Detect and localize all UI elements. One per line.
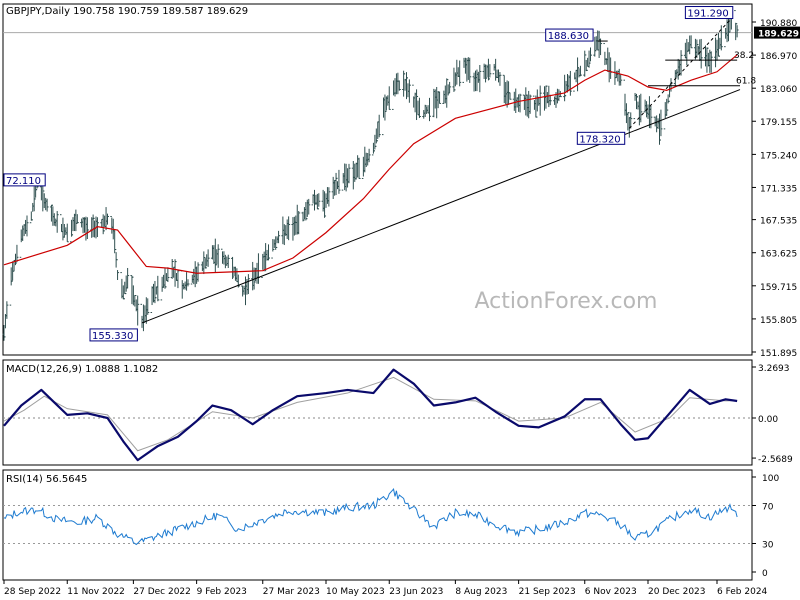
x-tick-label: 27 Mar 2023: [263, 587, 320, 597]
panel-frames: [2, 3, 753, 581]
rsi-panel: [3, 487, 752, 546]
rsi-y-tick-label: 70: [762, 503, 774, 513]
price-y-tick-label: 179.155: [760, 118, 797, 128]
x-tick-label: 20 Dec 2023: [648, 587, 706, 597]
level-label: 191.290: [687, 9, 728, 20]
macd-frame: [2, 359, 753, 466]
level-label: 178.320: [579, 134, 620, 145]
x-tick-label: 8 Aug 2023: [455, 587, 507, 597]
price-y-tick-label: 151.895: [760, 349, 797, 359]
rsi-frame: [2, 469, 753, 581]
macd-panel: [3, 368, 752, 462]
price-y-tick-label: 183.060: [760, 85, 797, 95]
rally-dashed-line: [628, 18, 732, 129]
rsi-header: RSI(14) 56.5645: [6, 474, 87, 485]
trendline: [141, 89, 741, 324]
macd-signal-line: [3, 376, 738, 452]
price-y-tick-label: 175.240: [760, 151, 797, 161]
rsi-y-tick-label: 0: [762, 569, 768, 579]
price-y-tick-label: 190.880: [760, 19, 797, 29]
fib-label-61.8: 61.8: [736, 77, 756, 87]
x-tick-label: 21 Sep 2023: [519, 587, 576, 597]
fib-label-38.2: 38.2: [734, 51, 754, 61]
level-label: 188.630: [548, 31, 589, 42]
x-tick-label: 9 Feb 2023: [197, 587, 247, 597]
level-label-box: [545, 28, 594, 42]
x-tick-label: 23 Jun 2023: [389, 587, 443, 597]
price-bars: [2, 10, 739, 341]
price-y-tick-label: 167.535: [760, 217, 797, 227]
current-price-label: 189.629: [758, 30, 799, 40]
level-label-box: [3, 173, 46, 187]
watermark: ActionForex.com: [475, 289, 658, 314]
x-tick-label: 6 Nov 2023: [585, 587, 637, 597]
moving-average-line: [3, 54, 738, 274]
current-price-tag: [754, 26, 800, 39]
macd-header: MACD(12,26,9) 1.0888 1.1082: [6, 364, 158, 375]
rsi-line: [3, 487, 738, 546]
annotations: 72.110 155.330 188.630 178.320 191.290 38.2 61…: [3, 6, 756, 342]
level-label: 155.330: [92, 331, 133, 342]
level-label-box: [684, 6, 734, 20]
x-tick-label: 28 Sep 2022: [4, 587, 61, 597]
price-y-tick-label: 155.805: [760, 316, 797, 326]
macd-y-tick-label: -2.5689: [758, 455, 793, 465]
level-label-box: [89, 328, 138, 342]
price-frame: [2, 3, 753, 356]
price-y-tick-label: 159.715: [760, 283, 797, 293]
macd-line: [3, 368, 738, 462]
x-tick-label: 11 Nov 2022: [67, 587, 125, 597]
price-y-tick-label: 163.625: [760, 250, 797, 260]
x-tick-label: 10 May 2023: [326, 587, 385, 597]
macd-y-tick-label: 0.00: [758, 415, 778, 425]
level-label: 72.110: [6, 176, 41, 187]
rsi-y-tick-label: 30: [762, 541, 774, 551]
price-y-tick-label: 186.970: [760, 52, 797, 62]
symbol-header: GBPJPY,Daily 190.758 190.759 189.587 189…: [6, 6, 248, 17]
axes: 190.880 186.970 183.060 179.155 175.240 171.3…: [3, 19, 800, 597]
x-tick-label: 27 Dec 2022: [133, 587, 191, 597]
macd-y-tick-label: 3.2693: [758, 364, 790, 374]
price-y-tick-label: 171.335: [760, 184, 797, 194]
x-tick-label: 6 Feb 2024: [717, 587, 768, 597]
rsi-y-tick-label: 100: [762, 474, 779, 484]
level-label-box: [576, 131, 626, 145]
price-panel: [2, 10, 752, 341]
